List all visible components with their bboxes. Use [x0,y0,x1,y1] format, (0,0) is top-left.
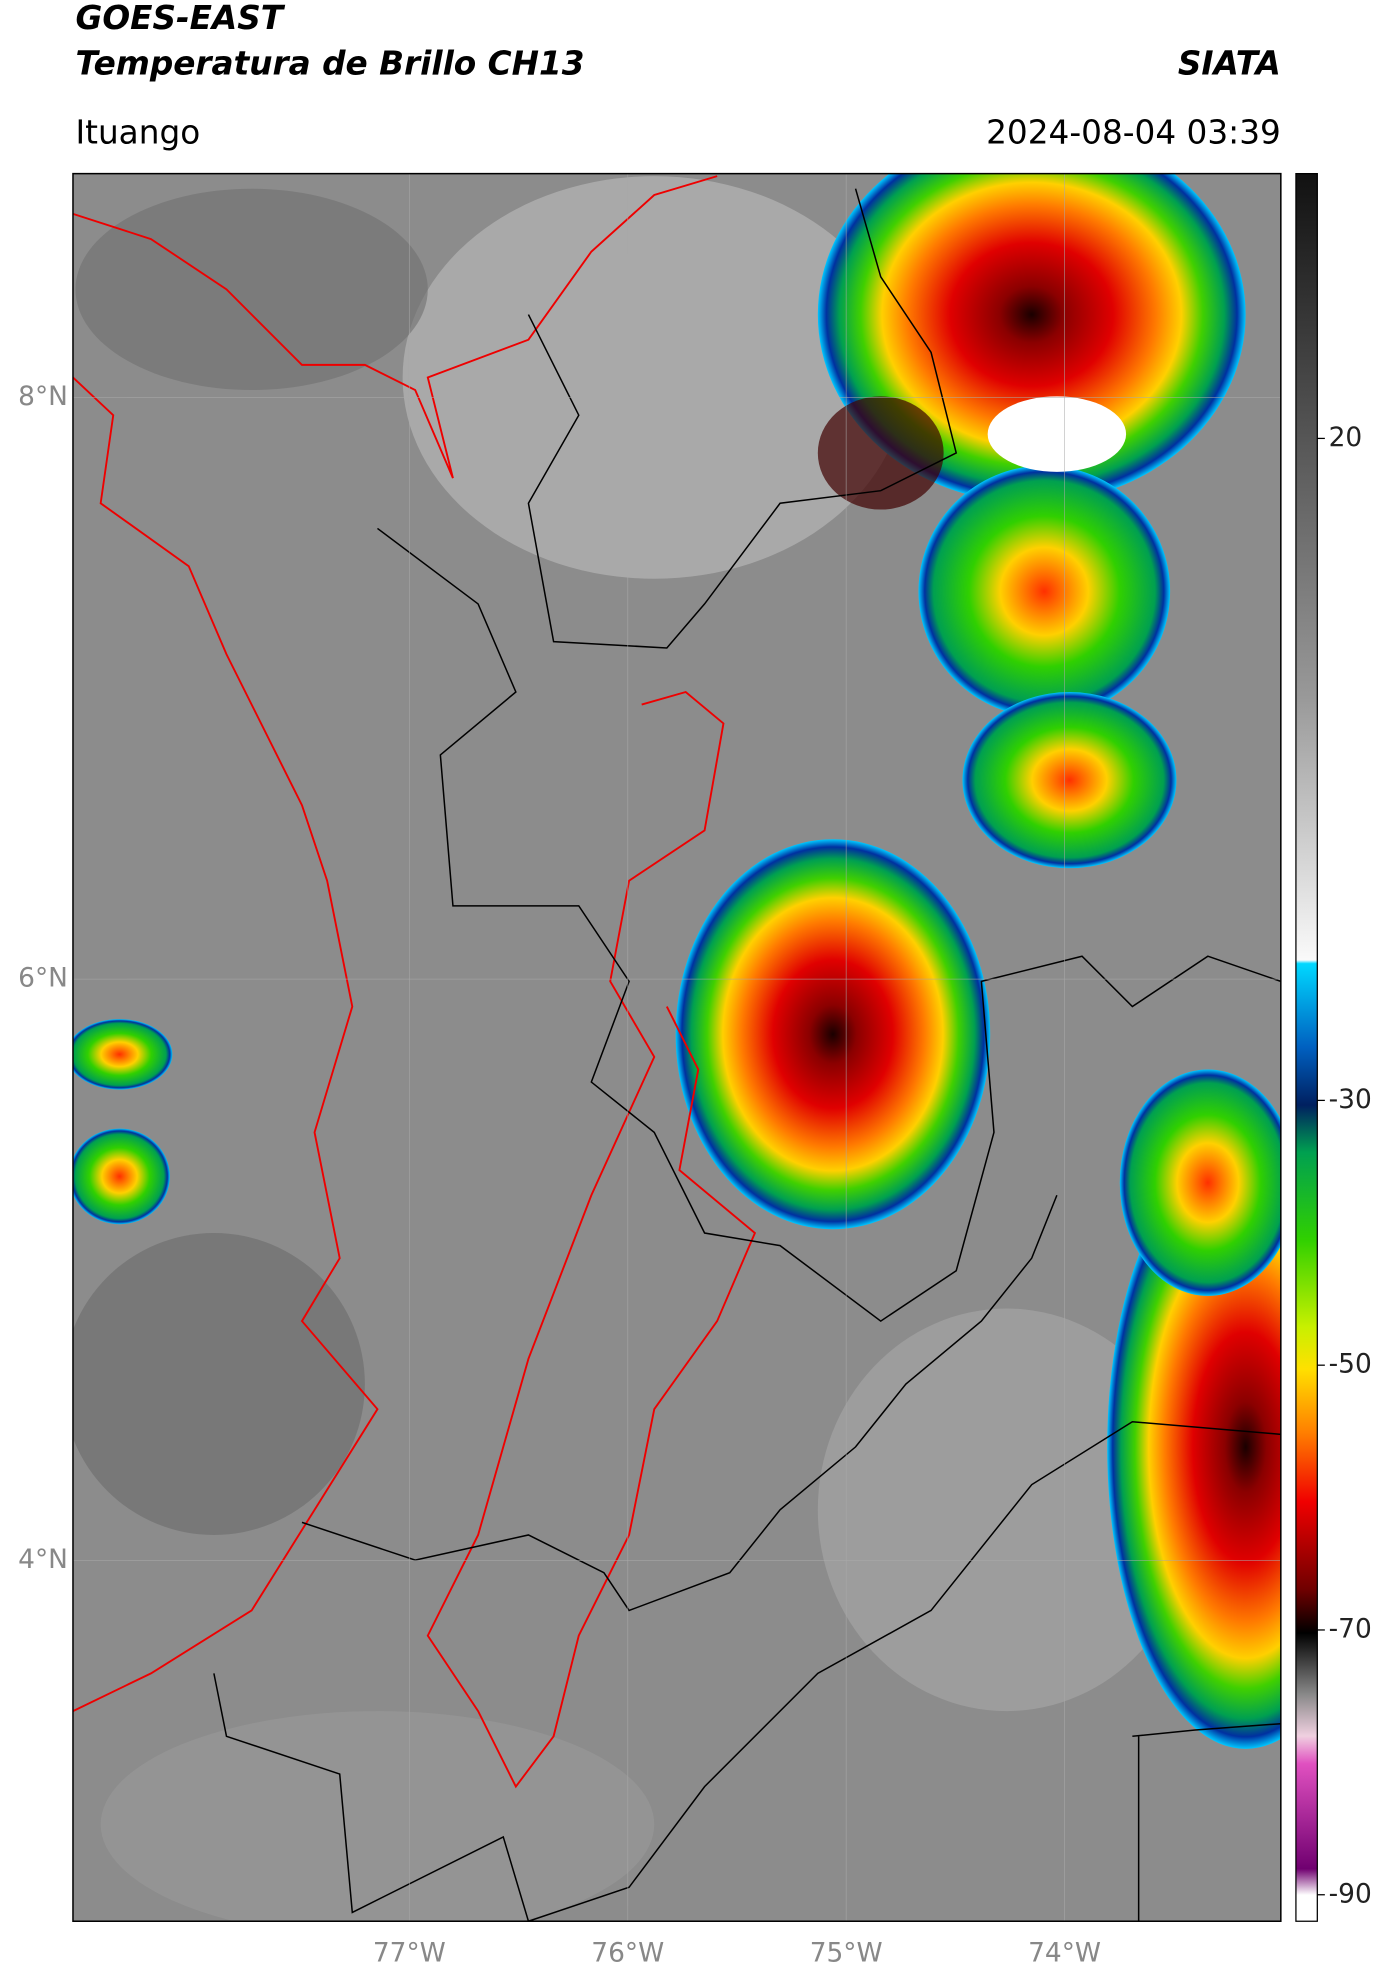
storm [1107,1145,1281,1749]
storm [1119,1069,1281,1296]
colorbar-tick-label: -50 [1329,1349,1372,1380]
x-tick-label: 77°W [373,1937,446,1968]
cloud [402,176,906,579]
cloud [817,1308,1196,1712]
colorbar-ticks: 20 -30 -50 -70 -90 [1317,422,1372,1909]
colorbar [1295,172,1318,1922]
colorbar-tick-label: 20 [1329,422,1363,453]
cloud [100,1711,655,1922]
axis-labels: 77°W 76°W 75°W 74°W 8°N 6°N 4°N [18,381,1101,1968]
source: SIATA [1178,44,1281,82]
map-frame [72,172,1282,1922]
boundary [72,175,718,479]
colorbar-tick-label: -90 [1329,1878,1372,1909]
cloud [75,188,428,391]
storm [962,691,1177,869]
storm [72,1128,170,1225]
y-tick-label: 4°N [18,1544,68,1575]
y-tick-label: 6°N [18,963,68,994]
location: Ituango [75,114,200,152]
title: GOES-EAST [75,0,285,37]
cloud-top [987,396,1127,472]
storm [675,839,991,1230]
map-image [72,173,1281,1922]
colorbar-tick-label: -70 [1329,1613,1372,1644]
x-tick-label: 76°W [591,1937,664,1968]
boundary [301,1194,1058,1612]
grid [72,173,1281,1922]
boundary [527,188,958,649]
y-tick-label: 8°N [18,381,68,412]
storm [918,465,1171,718]
x-tick-label: 75°W [810,1937,883,1968]
storm [72,1019,173,1090]
boundary [72,376,379,1712]
boundary [1132,1722,1281,1738]
boundary [426,690,757,1789]
colorbar-tick-label: -30 [1329,1084,1372,1115]
subtitle: Temperatura de Brillo CH13 [75,44,584,82]
storm [817,396,944,510]
x-tick-label: 74°W [1028,1937,1101,1968]
cloud [72,1233,365,1535]
boundary [377,527,1281,1323]
boundary [213,1420,1281,1922]
timestamp: 2024-08-04 03:39 [986,114,1281,152]
